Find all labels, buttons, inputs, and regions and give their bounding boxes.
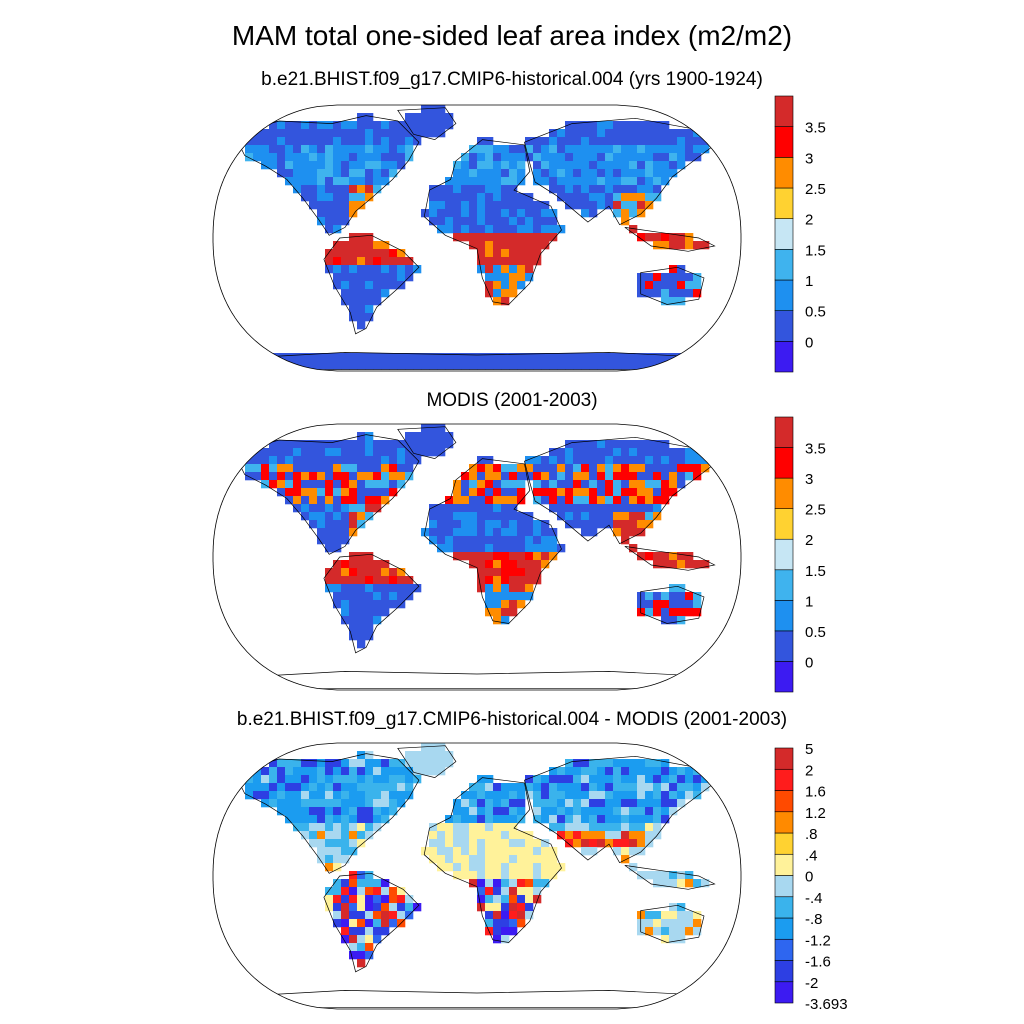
colorbar-swatch bbox=[774, 508, 794, 540]
colorbar-tick-label: 2.5 bbox=[805, 502, 826, 519]
colorbar-swatch bbox=[774, 447, 794, 479]
colorbar-tick-label: 1 bbox=[805, 593, 813, 610]
colorbar-swatch bbox=[774, 600, 794, 632]
colorbar-swatch bbox=[774, 981, 794, 1004]
colorbar-swatch bbox=[774, 157, 794, 189]
colorbar-tick-label: 2 bbox=[805, 212, 813, 229]
colorbar-swatch bbox=[774, 187, 794, 219]
colorbar-swatch bbox=[774, 853, 794, 876]
colorbar-tick-label: 1.5 bbox=[805, 563, 826, 580]
colorbar-swatch bbox=[774, 477, 794, 509]
colorbar-tick-label: 2 bbox=[805, 762, 813, 779]
colorbar-tick-label: 5 bbox=[805, 741, 813, 758]
colorbar-model: 3.5 3 2.5 2 1.5 1 0.5 0 bbox=[774, 95, 826, 373]
map-modis-lai bbox=[212, 423, 742, 691]
colorbar-obs: 3.5 3 2.5 2 1.5 1 0.5 0 bbox=[774, 416, 826, 693]
panel-title-obs: MODIS (2001-2003) bbox=[426, 390, 598, 411]
colorbar-swatch bbox=[774, 95, 794, 127]
colorbar-swatch bbox=[774, 875, 794, 898]
colorbar-tick-label: .4 bbox=[805, 847, 818, 864]
colorbar-diff: 5 2 1.6 1.2 .8 .4 0 -.4 -.8 -1.2 -1.6 -2 -3.693 bbox=[774, 741, 848, 1013]
colorbar-tick-label: -.4 bbox=[805, 890, 823, 907]
colorbar-swatch bbox=[774, 310, 794, 342]
colorbar-swatch bbox=[774, 538, 794, 571]
colorbar-swatch bbox=[774, 416, 794, 448]
colorbar-swatch bbox=[774, 341, 794, 373]
colorbar-swatch bbox=[774, 249, 794, 281]
colorbar-tick-label: 1 bbox=[805, 273, 813, 290]
colorbar-swatch bbox=[774, 630, 794, 662]
colorbar-tick-label: 0 bbox=[805, 869, 813, 886]
colorbar-tick-label: -3.693 bbox=[805, 996, 848, 1013]
colorbar-tick-label: -.8 bbox=[805, 911, 823, 928]
colorbar-tick-label: 3.5 bbox=[805, 120, 826, 137]
colorbar-tick-label: 2.5 bbox=[805, 181, 826, 198]
colorbar-tick-label: -1.2 bbox=[805, 932, 831, 949]
colorbar-tick-label: .8 bbox=[805, 826, 818, 843]
colorbar-swatch bbox=[774, 218, 794, 250]
colorbar-swatch bbox=[774, 896, 794, 919]
colorbar-tick-label: 0 bbox=[805, 654, 813, 671]
colorbar-swatch bbox=[774, 917, 794, 940]
colorbar-tick-label: 0.5 bbox=[805, 304, 826, 321]
colorbar-swatch bbox=[774, 279, 794, 311]
colorbar-tick-label: 0.5 bbox=[805, 624, 826, 641]
figure-title: MAM total one-sided leaf area index (m2/… bbox=[231, 20, 793, 51]
colorbar-swatch bbox=[774, 790, 794, 813]
map-difference bbox=[212, 742, 742, 1010]
colorbar-tick-label: -1.6 bbox=[805, 954, 831, 971]
colorbar-swatch bbox=[774, 747, 794, 770]
colorbar-tick-label: 0 bbox=[805, 334, 813, 351]
colorbar-tick-label: 3.5 bbox=[805, 441, 826, 458]
colorbar-tick-label: 1.6 bbox=[805, 784, 826, 801]
colorbar-swatch bbox=[774, 569, 794, 601]
colorbar-swatch bbox=[774, 768, 794, 791]
colorbar-swatch bbox=[774, 938, 794, 961]
colorbar-swatch bbox=[774, 126, 794, 158]
colorbar-tick-label: 1.2 bbox=[805, 805, 826, 822]
panel-title-diff: b.e21.BHIST.f09_g17.CMIP6-historical.004… bbox=[236, 709, 788, 730]
colorbar-swatch bbox=[774, 832, 794, 855]
colorbar-swatch bbox=[774, 811, 794, 834]
colorbar-tick-label: 3 bbox=[805, 471, 813, 488]
colorbar-tick-label: 2 bbox=[805, 532, 813, 549]
colorbar-tick-label: 3 bbox=[805, 150, 813, 167]
panel-title-model: b.e21.BHIST.f09_g17.CMIP6-historical.004… bbox=[261, 69, 763, 90]
colorbar-swatch bbox=[774, 661, 794, 693]
colorbar-swatch bbox=[774, 960, 794, 983]
map-model-lai bbox=[212, 104, 742, 372]
colorbar-tick-label: -2 bbox=[805, 975, 818, 992]
colorbar-tick-label: 1.5 bbox=[805, 242, 826, 259]
